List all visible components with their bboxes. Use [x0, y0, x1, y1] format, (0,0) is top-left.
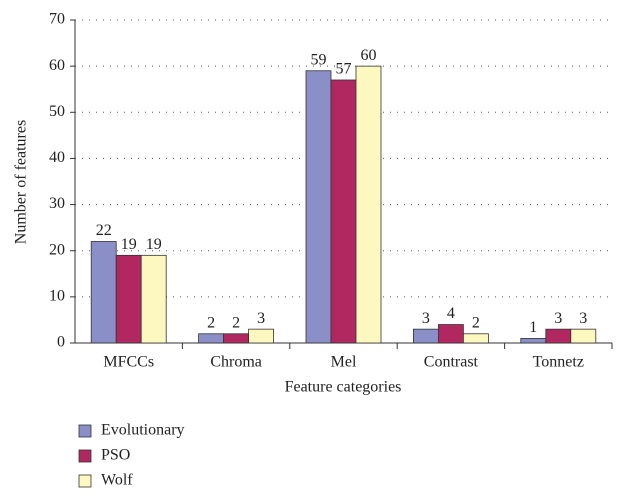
y-tick-label: 70 [49, 11, 65, 28]
value-label: 60 [361, 47, 377, 64]
value-label: 2 [472, 314, 480, 331]
bar [198, 333, 225, 344]
bar [115, 254, 142, 344]
bar [570, 328, 597, 344]
legend-label: PSO [101, 447, 130, 464]
y-axis-label: Number of features [13, 120, 30, 244]
value-label: 22 [96, 222, 112, 239]
x-tick-label: MFCCs [103, 354, 154, 371]
value-label: 57 [336, 61, 352, 78]
bar [355, 65, 382, 344]
value-label: 3 [554, 310, 562, 327]
value-label: 2 [232, 314, 240, 331]
bar [330, 79, 357, 344]
bar [248, 328, 275, 344]
y-tick-label: 0 [57, 334, 65, 351]
bar [412, 328, 439, 344]
value-label: 2 [207, 314, 215, 331]
value-label: 1 [529, 319, 537, 336]
bar [520, 337, 547, 344]
x-tick-label: Tonnetz [533, 354, 584, 371]
value-label: 19 [121, 236, 137, 253]
value-label: 4 [447, 305, 455, 322]
bar [223, 333, 250, 344]
y-tick-label: 30 [49, 195, 65, 212]
x-tick-label: Contrast [424, 354, 479, 371]
y-tick-label: 10 [49, 288, 65, 305]
bar [462, 333, 489, 344]
x-tick-label: Chroma [210, 354, 262, 371]
bar [90, 241, 117, 344]
value-label: 59 [311, 51, 327, 68]
bar [437, 324, 464, 344]
legend-label: Wolf [101, 472, 133, 489]
bar [545, 328, 572, 344]
legend-swatch [78, 424, 92, 438]
x-tick-label: Mel [331, 354, 357, 371]
bar [305, 70, 332, 344]
y-tick-label: 20 [49, 241, 65, 258]
bar [140, 254, 167, 344]
legend-swatch [78, 474, 92, 488]
y-tick-label: 60 [49, 57, 65, 74]
legend-swatch [78, 449, 92, 463]
value-label: 3 [579, 310, 587, 327]
y-tick-label: 40 [49, 149, 65, 166]
x-axis-label: Feature categories [285, 379, 402, 396]
value-label: 3 [257, 310, 265, 327]
value-label: 3 [422, 310, 430, 327]
legend-label: Evolutionary [101, 422, 185, 439]
y-tick-label: 50 [49, 103, 65, 120]
value-label: 19 [146, 236, 162, 253]
